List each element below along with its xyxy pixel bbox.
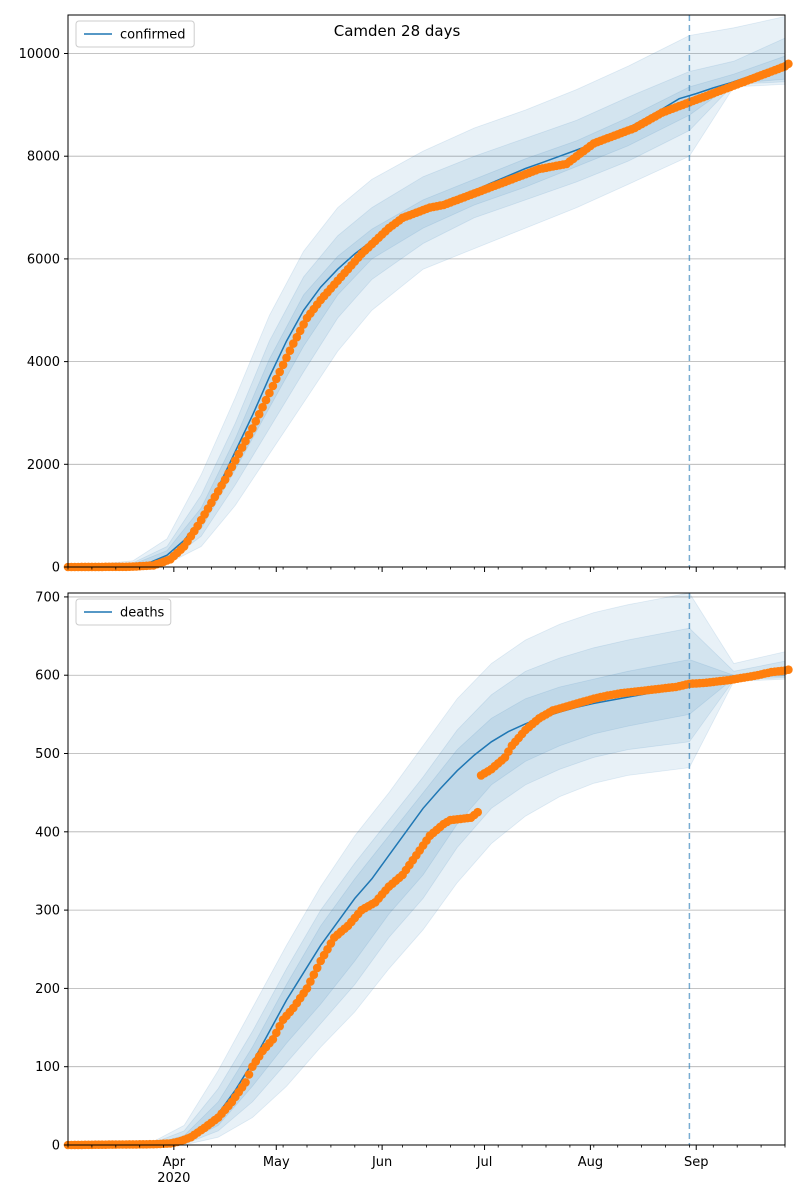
data-point bbox=[275, 367, 285, 377]
x-tick-sublabel: 2020 bbox=[157, 1171, 190, 1186]
y-tick-label: 200 bbox=[35, 982, 60, 997]
data-point bbox=[282, 353, 291, 363]
gridlines bbox=[68, 53, 785, 465]
data-point bbox=[251, 417, 261, 426]
data-point bbox=[220, 475, 230, 485]
observed-points bbox=[63, 665, 793, 1150]
y-tick-label: 2000 bbox=[27, 458, 60, 473]
data-point bbox=[224, 469, 233, 478]
y-tick-label: 700 bbox=[35, 590, 60, 605]
y-tick-label: 6000 bbox=[27, 252, 60, 267]
data-point bbox=[237, 443, 247, 452]
data-point bbox=[241, 1078, 250, 1087]
y-tick-label: 0 bbox=[52, 561, 60, 576]
observed-points bbox=[63, 59, 793, 572]
data-point bbox=[244, 430, 254, 440]
y-axis: 0 100 200 300 400 500 600 700 bbox=[35, 590, 68, 1154]
x-tick-label: Sep bbox=[684, 1155, 709, 1170]
gridlines bbox=[68, 596, 785, 1068]
data-point bbox=[231, 456, 240, 465]
y-tick-label: 300 bbox=[35, 904, 60, 919]
data-point bbox=[234, 449, 243, 459]
y-tick-label: 0 bbox=[52, 1139, 60, 1154]
y-tick-label: 500 bbox=[35, 747, 60, 762]
data-point bbox=[275, 1021, 285, 1031]
data-point bbox=[272, 374, 281, 384]
data-point bbox=[285, 346, 295, 356]
data-point bbox=[309, 970, 319, 979]
legend-label: confirmed bbox=[120, 28, 186, 43]
data-point bbox=[254, 409, 264, 419]
data-point bbox=[295, 326, 305, 336]
data-point bbox=[248, 424, 257, 433]
legend-box bbox=[75, 598, 172, 626]
y-tick-label: 8000 bbox=[27, 150, 60, 165]
y-tick-label: 10000 bbox=[19, 47, 60, 62]
y-axis: 0 2000 4000 6000 8000 10000 bbox=[19, 47, 68, 576]
panel-top: 0 2000 4000 6000 8000 10000 confirmed bbox=[19, 14, 793, 576]
data-point bbox=[306, 977, 315, 986]
y-tick-label: 100 bbox=[35, 1060, 60, 1075]
data-point bbox=[268, 1035, 278, 1044]
y-tick-label: 600 bbox=[35, 669, 60, 684]
x-tick-label: Apr bbox=[163, 1155, 186, 1170]
data-point bbox=[292, 332, 302, 342]
figure-title: Camden 28 days bbox=[334, 22, 461, 40]
data-point bbox=[227, 462, 237, 472]
data-point bbox=[241, 436, 250, 446]
x-tick-label: Jun bbox=[371, 1155, 392, 1170]
data-point bbox=[268, 381, 278, 391]
legend: confirmed bbox=[75, 20, 195, 48]
x-axis bbox=[67, 567, 786, 572]
data-point bbox=[299, 320, 308, 329]
data-point bbox=[244, 1070, 254, 1079]
data-point bbox=[289, 339, 298, 348]
data-point bbox=[473, 807, 483, 817]
panels: 0 2000 4000 6000 8000 10000 confirmed 0 100 200 30… bbox=[19, 14, 793, 1186]
data-point bbox=[272, 1028, 281, 1038]
legend: deaths bbox=[75, 598, 172, 626]
y-tick-label: 400 bbox=[35, 825, 60, 840]
legend-label: deaths bbox=[120, 606, 165, 621]
x-tick-label: Jul bbox=[476, 1155, 493, 1170]
data-point bbox=[784, 59, 793, 69]
legend-box bbox=[75, 20, 195, 48]
data-point bbox=[261, 395, 271, 405]
x-tick-label: May bbox=[263, 1155, 290, 1170]
x-tick-label: Aug bbox=[578, 1155, 603, 1170]
data-point bbox=[302, 984, 312, 993]
data-point bbox=[312, 963, 322, 973]
data-point bbox=[258, 402, 267, 412]
data-point bbox=[784, 665, 793, 674]
y-tick-label: 4000 bbox=[27, 355, 60, 370]
data-point bbox=[278, 360, 288, 370]
data-point bbox=[265, 388, 274, 398]
